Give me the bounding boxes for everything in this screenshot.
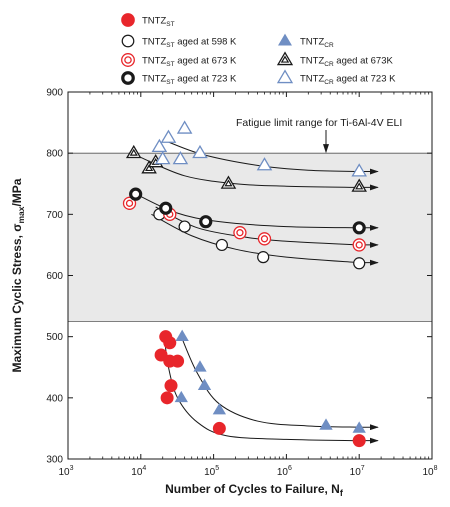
series-tntzst-aged-at-673-k [122, 196, 366, 252]
point-marker [172, 150, 189, 165]
point-marker [160, 391, 174, 405]
point-marker [122, 196, 137, 210]
y-tick-label: 300 [46, 455, 63, 466]
point-marker [171, 354, 185, 368]
point-marker [353, 257, 366, 270]
point-marker-inner [260, 235, 269, 243]
y-tick-label: 600 [46, 271, 63, 282]
point-marker [129, 187, 143, 201]
y-axis-label: Maximum Cyclic Stress, σmax/MPa [10, 178, 26, 372]
legend-item: TNTZCR aged at 673K [276, 51, 393, 69]
point-marker [164, 379, 178, 393]
fit-curve [180, 336, 360, 428]
legend-label: TNTZST aged at 673 K [142, 56, 237, 69]
fit-curve [163, 336, 360, 442]
y-tick-label: 800 [46, 149, 63, 160]
point-marker [212, 421, 226, 435]
legend: TNTZST TNTZST aged at 598 K TNTZST aged at… [121, 13, 396, 86]
legend-label: TNTZCR aged at 723 K [300, 74, 396, 87]
fit-curve [151, 213, 360, 264]
point-marker [125, 144, 142, 159]
point-marker-inner [224, 179, 233, 187]
point-marker [151, 138, 168, 153]
point-marker [352, 421, 366, 433]
point-marker [233, 226, 247, 240]
point-marker [175, 329, 189, 342]
legend-item: TNTZCR aged at 723 K [276, 69, 396, 87]
point-marker [278, 33, 292, 46]
point-marker [159, 201, 173, 215]
axis-ticks: 300 400 500 600 700 800 900 103 104 105 106 107 108 [46, 88, 437, 479]
point-marker [192, 144, 208, 159]
legend-label: TNTZST [142, 16, 175, 29]
point-marker [178, 220, 191, 233]
point-marker [197, 378, 212, 390]
point-marker [199, 215, 213, 229]
series-tntzcr [174, 329, 366, 433]
point-marker-inner [355, 182, 364, 190]
x-tick-label: 108 [422, 465, 437, 478]
point-marker [215, 238, 228, 252]
point-marker [352, 238, 366, 252]
point-marker-inner [280, 55, 290, 63]
point-marker [160, 129, 177, 143]
point-marker [352, 221, 366, 235]
point-marker-inner [236, 229, 244, 237]
series-tntzcr-aged-at-673k [125, 144, 367, 192]
point-marker [121, 34, 135, 48]
x-tick-label: 103 [58, 465, 73, 478]
y-tick-label: 900 [46, 88, 63, 99]
legend-item: TNTZST aged at 673 K [121, 53, 237, 69]
legend-item: TNTZST [121, 13, 175, 29]
y-tick-label: 700 [46, 210, 63, 221]
point-marker-inner [124, 56, 132, 64]
series-tntzst [154, 330, 366, 448]
point-marker [121, 71, 135, 85]
series-tntzst-aged-at-598-k [153, 208, 366, 270]
x-tick-label: 104 [131, 465, 146, 478]
point-marker [121, 53, 135, 67]
fatigue-band-edges [68, 152, 432, 322]
point-marker [176, 120, 193, 134]
legend-label: TNTZCR [300, 37, 334, 50]
point-marker [193, 360, 207, 372]
point-marker [351, 163, 367, 177]
x-axis-label: Number of Cycles to Failure, Nf [165, 482, 344, 498]
point-marker [352, 434, 366, 448]
legend-item: TNTZST aged at 598 K [121, 34, 237, 50]
y-tick-label: 400 [46, 393, 63, 404]
legend-item: TNTZST aged at 723 K [121, 71, 237, 87]
fit-curve [162, 139, 360, 173]
fatigue-limit-band [68, 153, 432, 322]
legend-label: TNTZST aged at 598 K [142, 37, 237, 50]
x-tick-label: 107 [350, 465, 365, 478]
point-marker-inner [125, 199, 134, 207]
point-marker [163, 336, 177, 350]
point-marker [276, 69, 294, 84]
point-marker [154, 150, 171, 165]
fatigue-limit-label: Fatigue limit range for Ti-6Al-4V ELI [236, 117, 402, 129]
point-marker [319, 418, 333, 430]
legend-label: TNTZCR aged at 673K [300, 56, 393, 69]
series-tntzst-aged-at-723-k [129, 187, 366, 235]
data-points [122, 120, 367, 448]
point-marker [212, 403, 227, 415]
x-tick-label: 106 [277, 465, 292, 478]
x-tick-label: 105 [204, 465, 219, 478]
point-marker-inner [129, 148, 138, 156]
legend-item: TNTZCR [278, 33, 334, 50]
series-tntzcr-aged-at-723-k [151, 120, 367, 177]
fit-curve [140, 156, 360, 188]
point-marker [276, 51, 294, 66]
point-marker [257, 232, 272, 246]
legend-label: TNTZST aged at 723 K [142, 74, 237, 87]
point-marker [256, 157, 273, 171]
point-marker [121, 13, 135, 27]
y-tick-label: 500 [46, 332, 63, 343]
point-marker [174, 390, 188, 403]
point-marker-inner [355, 241, 363, 249]
point-marker [257, 251, 270, 264]
point-marker-inner [145, 164, 154, 172]
